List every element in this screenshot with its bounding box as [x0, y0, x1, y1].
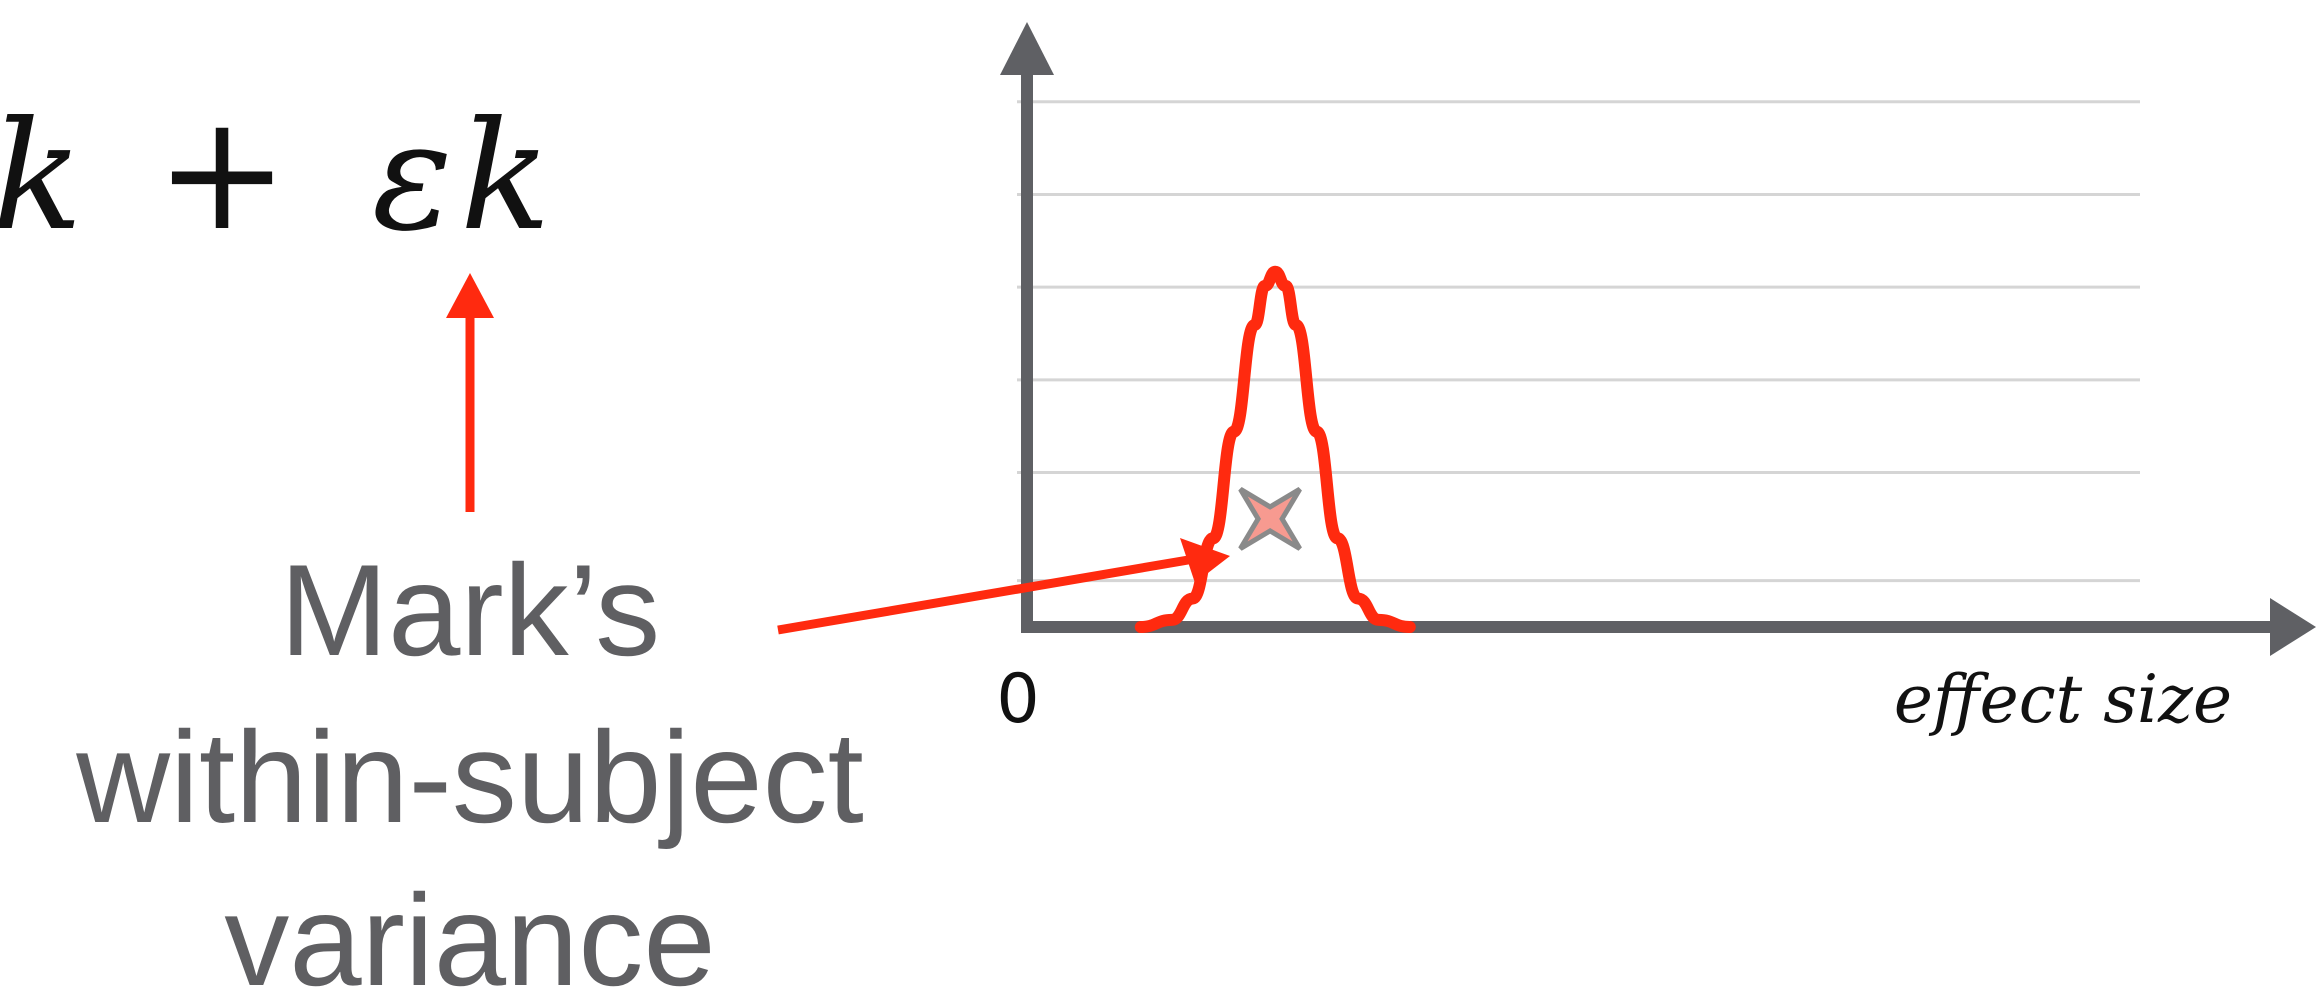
equation-plus: + — [155, 79, 289, 266]
arrow-pointer-icon — [777, 538, 1230, 635]
density-curve — [1134, 265, 1416, 633]
caption-line-1: Mark’s — [280, 537, 660, 683]
equation-term-k: k — [0, 90, 83, 264]
arrow-up-icon — [446, 273, 494, 512]
grid-lines — [1017, 100, 2140, 583]
effect-size-chart: 0 effect size — [996, 22, 2316, 739]
caption-line-2: within-subject — [75, 704, 864, 850]
caption-line-3: variance — [224, 867, 715, 996]
x-tick-label-0: 0 — [996, 660, 1039, 739]
caption: Mark’s within-subject variance — [75, 537, 864, 996]
x-axis-label: effect size — [1894, 661, 2232, 738]
y-axis — [1000, 22, 1054, 630]
equation: k + ε k — [0, 79, 551, 266]
four-point-star-icon — [1238, 487, 1302, 551]
equation-epsilon: ε — [372, 90, 453, 264]
x-axis — [1021, 598, 2316, 656]
equation-subscript-k: k — [460, 90, 551, 264]
